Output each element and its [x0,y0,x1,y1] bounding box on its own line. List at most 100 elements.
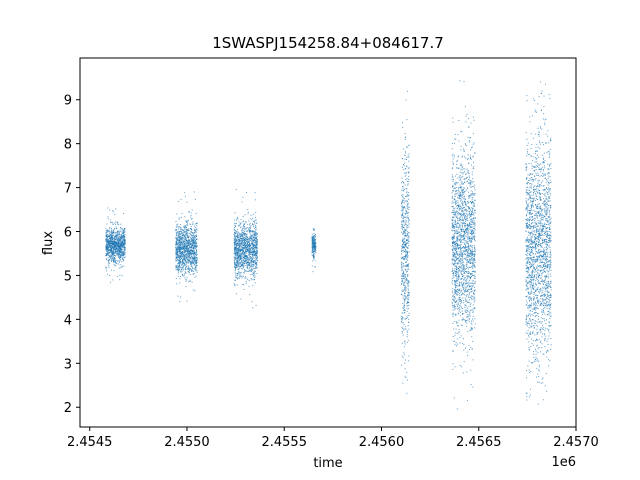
data-point [237,243,239,245]
data-point [252,250,253,252]
data-point [312,251,314,253]
data-point [117,250,119,252]
data-point [175,248,177,250]
data-point [250,258,252,260]
data-point [406,371,408,373]
data-point [244,270,245,272]
data-point [248,250,250,252]
data-point [255,261,256,263]
data-point [194,238,196,240]
data-point [179,251,181,252]
data-point [183,255,185,256]
data-point [239,242,241,244]
data-point [178,255,179,257]
data-point [188,271,190,273]
data-point [466,322,468,324]
data-point [110,247,112,249]
data-point [112,247,114,249]
data-point [247,266,248,268]
data-point [181,252,183,254]
data-point [455,182,457,183]
data-point [452,249,454,251]
data-point [248,251,250,253]
data-point [404,310,406,312]
data-point [471,327,473,329]
data-point [403,310,405,311]
data-point [403,282,405,284]
data-point [253,275,255,277]
data-point [244,243,246,245]
data-point [185,254,187,255]
data-point [180,263,182,265]
data-point [458,329,460,330]
data-point [187,233,188,235]
data-point [251,279,253,281]
data-point [404,244,406,246]
data-point [111,227,112,229]
data-point [188,237,190,239]
data-point [253,220,254,222]
data-point [193,191,195,193]
data-point [401,261,403,263]
data-point [187,223,188,225]
data-point [452,245,454,247]
data-point [401,209,403,211]
data-point [469,258,471,260]
data-point [401,210,403,212]
data-point [255,260,257,262]
data-point [240,243,242,245]
data-point [118,245,120,247]
data-point [188,272,190,274]
data-point [248,246,250,248]
data-point [256,258,258,260]
data-point [452,363,454,365]
data-point [401,202,402,204]
data-point [463,168,465,170]
data-point [183,249,185,251]
data-point [109,255,111,257]
data-point [178,231,180,233]
data-point [252,260,254,262]
data-point [234,227,235,228]
data-point [238,245,240,247]
data-point [188,270,190,271]
data-point [404,341,406,343]
data-point [122,258,124,260]
data-point [252,269,253,271]
data-point [119,236,121,238]
data-point [177,267,179,269]
data-point [180,266,182,268]
data-point [254,270,256,272]
data-point [246,230,248,232]
data-point [106,231,108,233]
data-point [240,222,242,224]
data-point [236,260,238,262]
data-point [408,299,409,300]
data-point [119,234,121,235]
data-point [405,265,407,267]
data-point [406,195,407,197]
data-point [452,163,454,165]
data-point [473,204,475,206]
data-point [312,249,314,251]
data-point [191,253,193,255]
data-point [455,271,457,273]
data-point [403,217,404,219]
data-point [249,294,251,296]
data-point [119,250,121,252]
data-point [404,197,406,199]
data-point [469,211,471,212]
data-point [463,183,465,185]
data-point [239,276,241,278]
data-point [254,273,256,275]
data-point [461,131,463,133]
data-point [195,253,197,255]
data-point [252,255,253,257]
data-point [194,276,196,278]
data-point [175,238,177,239]
data-point [112,248,114,250]
data-point [187,236,189,238]
data-point [470,302,472,304]
data-point [195,247,197,249]
data-point [115,226,117,228]
